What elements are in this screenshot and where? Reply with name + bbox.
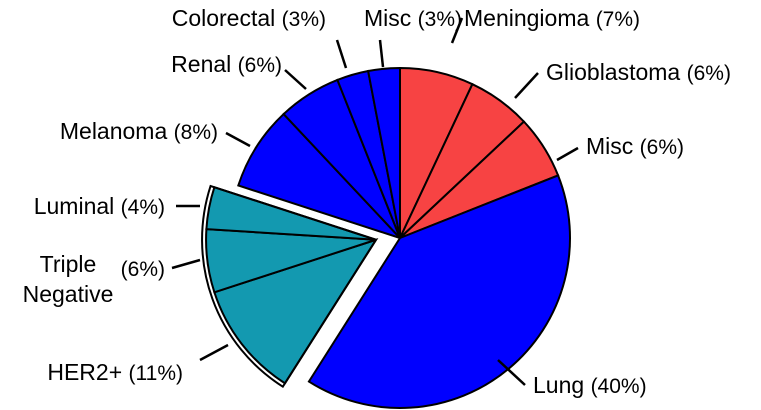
slice-label-percent: (40%) [591, 375, 647, 398]
leader-line-1 [514, 72, 539, 99]
leader-line-4 [199, 343, 229, 362]
slice-label-percent: (8%) [174, 121, 218, 144]
slice-label-name: HER2+ [47, 359, 128, 385]
pie-slice-her2-4 [213, 237, 379, 385]
leader-line-0 [450, 17, 464, 44]
slice-label-lung-3: Lung (40%) [533, 372, 647, 398]
slice-label-name: Meningioma [464, 5, 596, 31]
slice-label-name: Renal [171, 51, 237, 77]
slice-label-glioblastoma-1: Glioblastoma (6%) [546, 59, 731, 85]
slice-label-percent: (6%) [121, 258, 165, 281]
slice-label-name: Colorectal [172, 5, 282, 31]
leader-line-2 [556, 146, 579, 162]
leader-line-3 [497, 359, 526, 386]
slice-label-luminal-6: Luminal (4%) [34, 193, 165, 219]
slice-label-melanoma-7: Melanoma (8%) [60, 118, 218, 144]
slice-label-percent: (6%) [640, 136, 684, 159]
leader-line-8 [284, 69, 307, 90]
slice-label-name-line: Triple [40, 251, 97, 277]
leader-line-10 [378, 39, 385, 68]
slice-label-percent: (3%) [418, 8, 462, 31]
slice-label-percent: (11%) [129, 362, 183, 385]
slice-label-percent: (6%) [238, 54, 282, 77]
slice-label-name: Misc [586, 133, 640, 159]
slice-label-name: Lung [533, 372, 591, 398]
pie-slices [201, 66, 571, 410]
leader-line-9 [335, 39, 348, 69]
leader-line-5 [171, 258, 201, 270]
slice-label-misc-10: Misc (3%) [364, 5, 462, 31]
leader-lines [171, 17, 579, 386]
pie-slice-misc-10 [366, 66, 401, 239]
slice-label-colorectal-9: Colorectal (3%) [172, 5, 326, 31]
slice-label-name: Luminal [34, 193, 121, 219]
slice-label-name: Melanoma [60, 118, 174, 144]
slice-label-name: Misc [364, 5, 418, 31]
slice-label-name: Glioblastoma [546, 59, 687, 85]
leader-line-7 [225, 131, 251, 148]
slice-labels: Meningioma (7%)Glioblastoma (6%)Misc (6%… [23, 5, 731, 398]
slice-label-percent: (6%) [687, 62, 731, 85]
slice-label-percent: (4%) [121, 196, 165, 219]
slice-label-renal-8: Renal (6%) [171, 51, 282, 77]
slice-label-meningioma-0: Meningioma (7%) [464, 5, 640, 31]
slice-label-percent: (7%) [596, 8, 640, 31]
slice-label-name-line: Negative [23, 281, 114, 307]
exploded-group-outline [201, 184, 378, 389]
slice-label-her2-4: HER2+ (11%) [47, 359, 183, 385]
slice-label-triple-negative-5: Triple Negative (6%) [23, 251, 165, 307]
slice-label-misc-2: Misc (6%) [586, 133, 684, 159]
slice-label-percent: (3%) [282, 8, 326, 31]
